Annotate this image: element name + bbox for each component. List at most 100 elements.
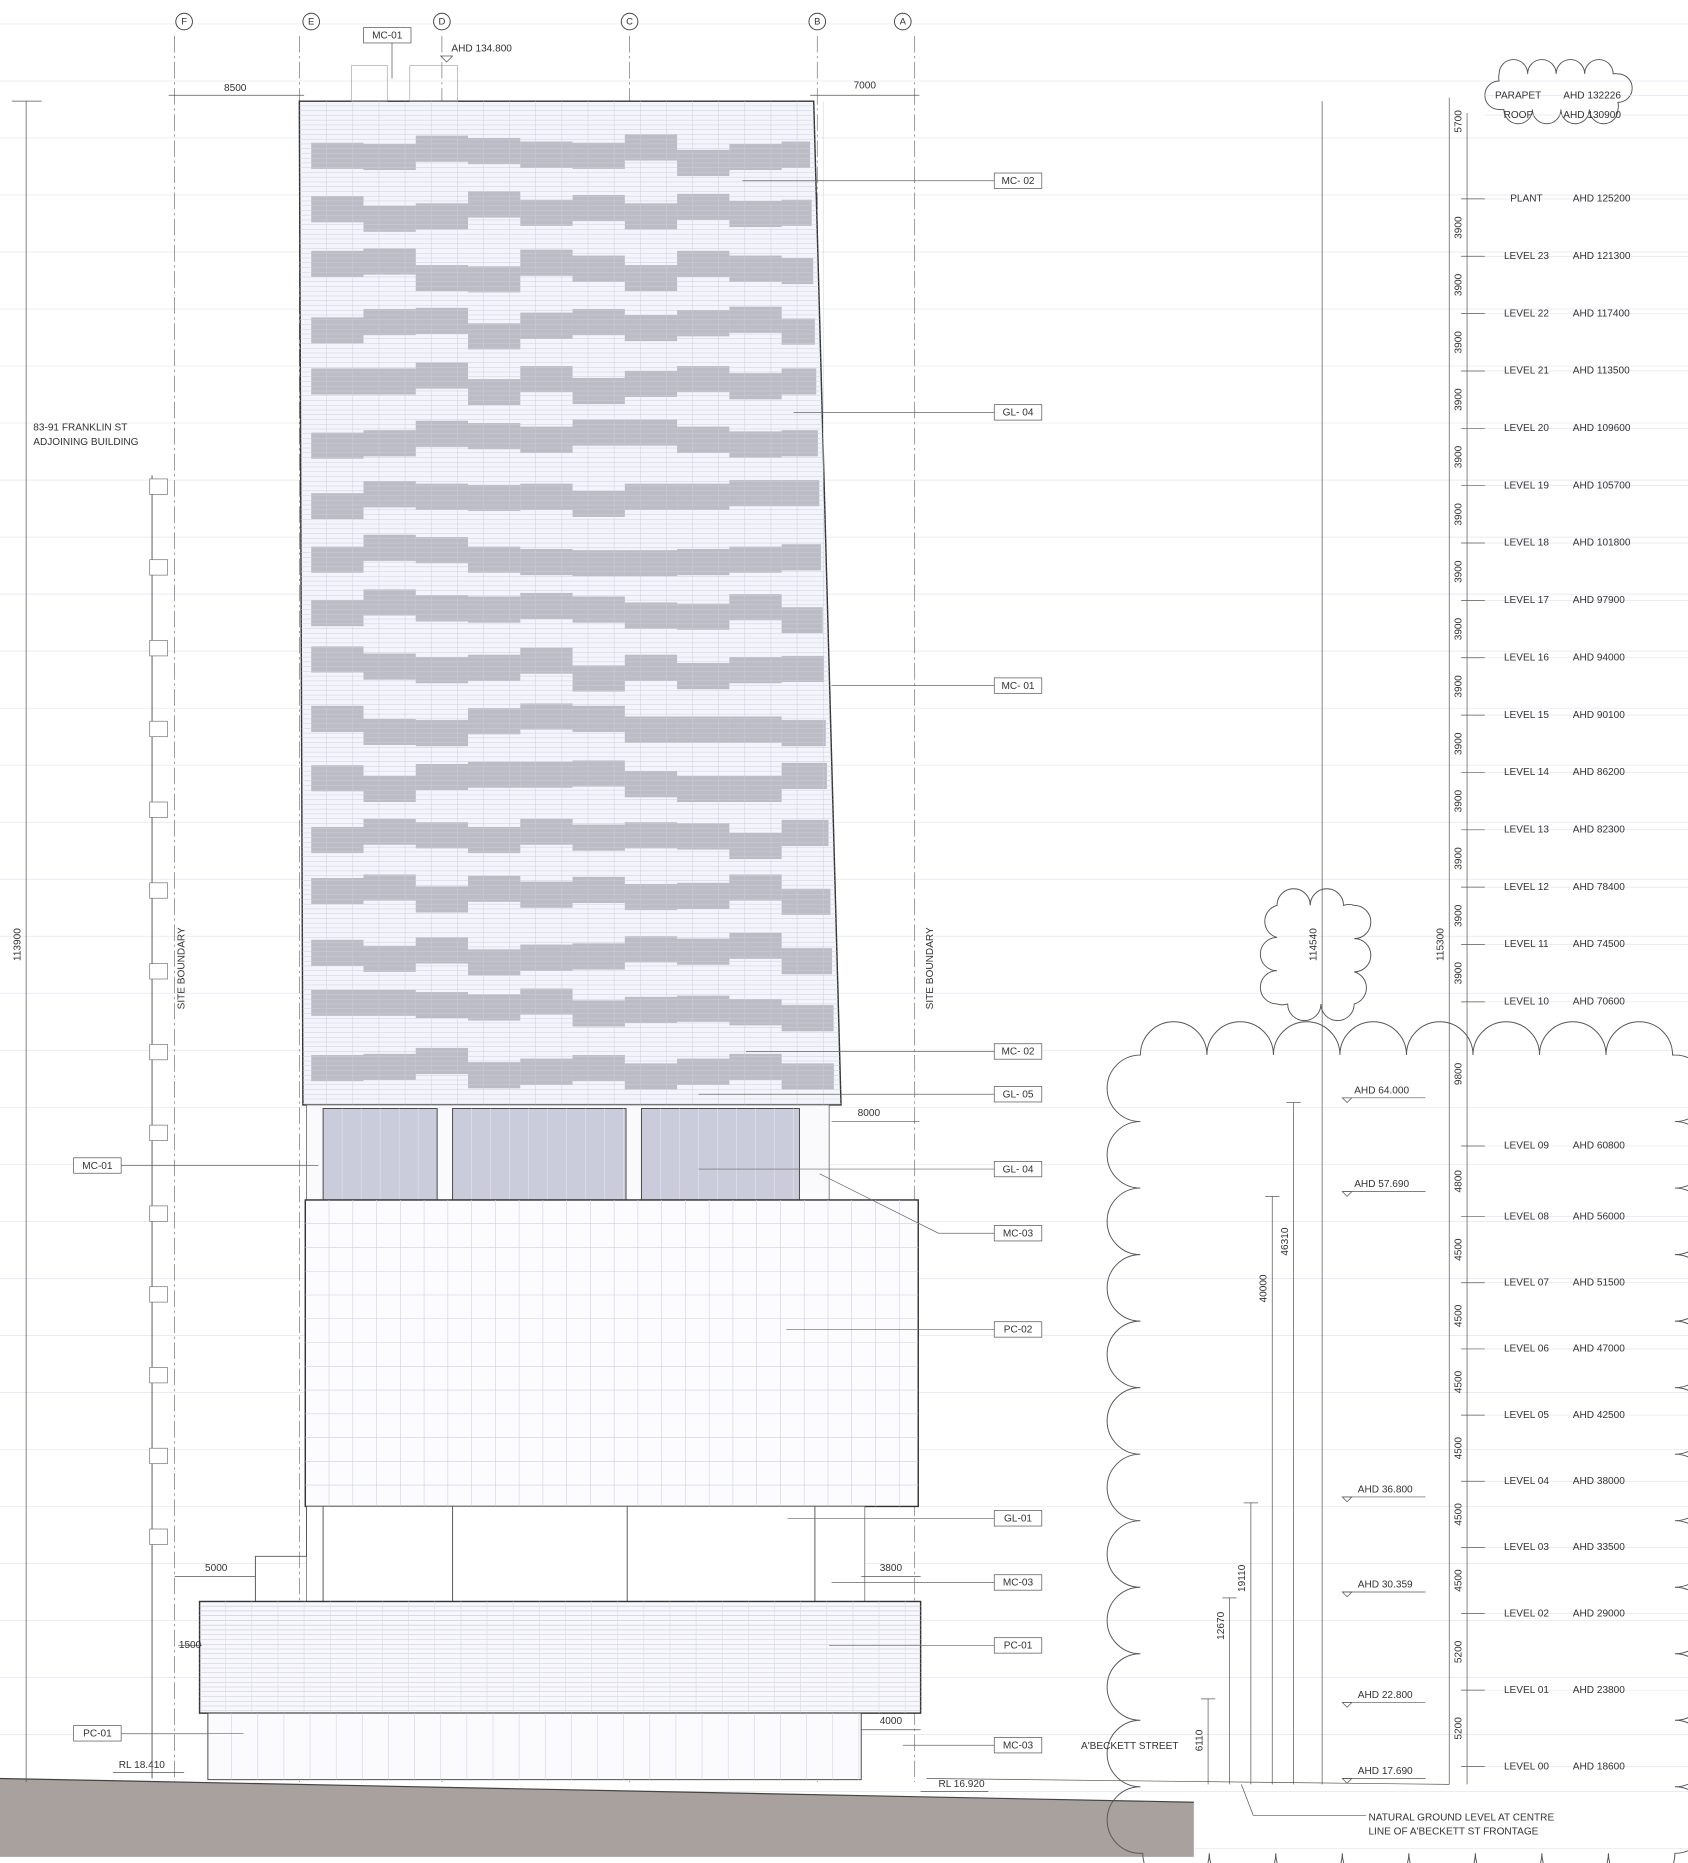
label: LEVEL 22	[1504, 308, 1549, 319]
label: 115300	[1436, 928, 1447, 961]
label: 8000	[858, 1108, 881, 1119]
facade-band	[520, 484, 572, 510]
facade-band	[468, 708, 520, 734]
label: 5700	[1453, 110, 1464, 133]
level-marker	[1342, 1098, 1352, 1103]
label: AHD 82300	[1573, 824, 1625, 835]
facade-band	[468, 994, 520, 1020]
facade-band	[729, 657, 781, 683]
label: 5200	[1453, 1640, 1464, 1663]
label: AHD 22.800	[1358, 1690, 1413, 1701]
podium-step	[255, 1506, 306, 1601]
label: 3900	[1453, 617, 1464, 640]
label: PARAPET	[1495, 90, 1541, 101]
label: LEVEL 02	[1504, 1608, 1549, 1619]
adjoining-ledge	[150, 479, 168, 494]
label: MC- 02	[1002, 1047, 1035, 1058]
facade-band	[677, 366, 729, 392]
facade-band	[782, 142, 810, 168]
label: 46310	[1280, 1227, 1291, 1255]
label: AHD 51500	[1573, 1277, 1625, 1288]
facade-band	[677, 484, 729, 510]
facade-band	[677, 1059, 729, 1085]
adjoining-ledge	[150, 1448, 168, 1463]
facade-band	[729, 256, 781, 282]
colonnade	[306, 1506, 864, 1601]
label: LEVEL 13	[1504, 824, 1549, 835]
label: GL- 04	[1003, 1164, 1034, 1175]
label: D	[438, 17, 445, 28]
facade-band	[468, 266, 520, 292]
label: 40000	[1259, 1274, 1270, 1302]
facade-band	[782, 656, 824, 682]
facade-band	[677, 716, 729, 742]
label: ROOF	[1504, 110, 1533, 121]
adjoining-ledge	[150, 1367, 168, 1382]
facade-band	[468, 762, 520, 788]
adjoining-ledge	[150, 802, 168, 817]
label: 8500	[224, 83, 247, 94]
facade-band	[468, 423, 520, 449]
facade-band	[625, 265, 677, 291]
facade-band	[625, 371, 677, 397]
label: LEVEL 23	[1504, 251, 1549, 262]
label: 3900	[1453, 445, 1464, 468]
label: AHD 130900	[1563, 110, 1621, 121]
facade-band	[729, 933, 781, 959]
facade-band	[573, 665, 625, 691]
facade-band	[311, 493, 363, 519]
facade-band	[782, 607, 823, 633]
facade-band	[468, 827, 520, 853]
label: AHD 17.690	[1358, 1766, 1413, 1777]
label: AHD 70600	[1573, 997, 1625, 1008]
label: AHD 125200	[1573, 194, 1631, 205]
label: MC-03	[1003, 1740, 1034, 1751]
label: 3900	[1453, 331, 1464, 354]
facade-band	[520, 819, 572, 845]
facade-band	[311, 317, 363, 343]
roof-plant	[410, 66, 458, 102]
label: AHD 101800	[1573, 538, 1631, 549]
level-marker	[441, 56, 453, 62]
facade-band	[468, 655, 520, 681]
label: AHD 33500	[1573, 1542, 1625, 1553]
facade-band	[311, 600, 363, 626]
facade-band	[625, 134, 677, 160]
facade-band	[468, 323, 520, 349]
label: 1500	[179, 1640, 202, 1651]
facade-band	[625, 997, 677, 1023]
label: 9800	[1453, 1062, 1464, 1085]
facade-band	[677, 427, 729, 453]
label: LEVEL 16	[1504, 652, 1549, 663]
facade-band	[416, 537, 468, 563]
label: AHD 97900	[1573, 595, 1625, 606]
label: ADJOINING BUILDING	[33, 437, 138, 448]
facade-band	[416, 308, 468, 334]
facade-band	[625, 203, 677, 229]
facade-band	[782, 480, 820, 506]
facade-band	[363, 206, 415, 232]
adjoining-ledge	[150, 1287, 168, 1302]
glass-panel	[453, 1108, 626, 1199]
label: 3900	[1453, 216, 1464, 239]
label: AHD 23800	[1573, 1685, 1625, 1696]
facade-band	[729, 776, 781, 802]
label: 4500	[1453, 1304, 1464, 1327]
facade-band	[520, 989, 572, 1015]
leader	[1241, 1784, 1366, 1815]
label: 4500	[1453, 1437, 1464, 1460]
label: 7000	[854, 80, 877, 91]
facade-band	[311, 196, 363, 222]
facade-band	[363, 819, 415, 845]
facade-band	[573, 195, 625, 221]
adjoining-ledge	[150, 1125, 168, 1140]
label: AHD 60800	[1573, 1141, 1625, 1152]
label: AHD 117400	[1573, 308, 1630, 319]
facade-band	[363, 719, 415, 745]
label: LEVEL 05	[1504, 1410, 1549, 1421]
label: 3900	[1453, 560, 1464, 583]
label: LEVEL 08	[1504, 1211, 1549, 1222]
facade-band	[729, 999, 781, 1025]
facade-band	[363, 481, 415, 507]
facade-band	[520, 945, 572, 971]
